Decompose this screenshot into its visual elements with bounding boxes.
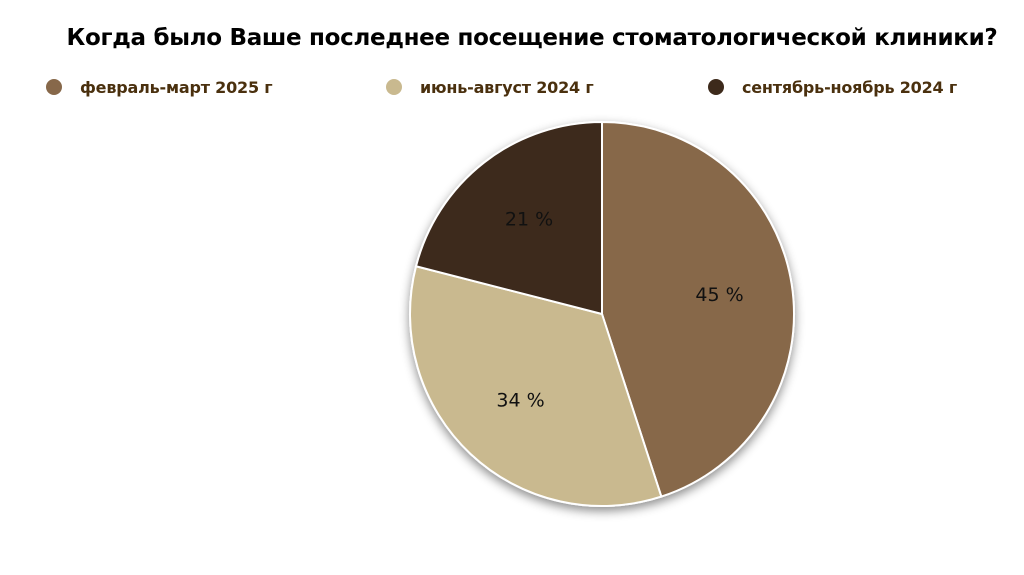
legend-marker: [708, 79, 724, 95]
legend-item-september-november-2024: сентябрь-ноябрь 2024 г: [708, 76, 957, 98]
legend-label: февраль-март 2025 г: [80, 77, 273, 97]
legend-label: сентябрь-ноябрь 2024 г: [742, 77, 958, 97]
data-label-1: 34 %: [496, 389, 544, 411]
data-label-2: 21 %: [505, 208, 553, 230]
pie-slice-2: [414, 120, 603, 316]
legend-marker: [386, 79, 402, 95]
legend-marker: [46, 79, 62, 95]
legend-label: июнь-август 2024 г: [420, 77, 594, 97]
legend-item-june-august-2024: июнь-август 2024 г: [386, 76, 594, 98]
chart-title: Когда было Ваше последнее посещение стом…: [66, 25, 998, 51]
data-label-0: 45 %: [695, 284, 743, 306]
pie-slice-0: [601, 120, 795, 498]
legend-item-february-march-2025: февраль-март 2025 г: [46, 76, 273, 98]
pie-slice-1: [409, 265, 663, 507]
